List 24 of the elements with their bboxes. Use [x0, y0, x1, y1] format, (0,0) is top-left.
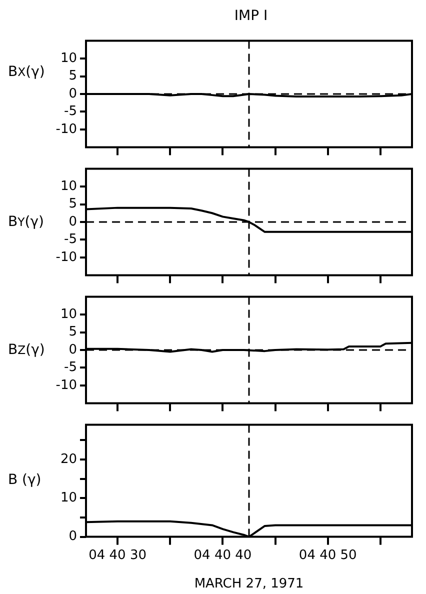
y-tick-label: 5: [68, 324, 77, 340]
y-tick-label: 0: [68, 214, 77, 230]
y-axis-title: B (γ): [8, 471, 42, 490]
y-tick-label: 0: [68, 529, 77, 544]
y-tick-label: -10: [56, 122, 77, 137]
y-tick-label: 20: [60, 452, 77, 467]
y-tick-label: -5: [64, 104, 77, 120]
y-tick-label: -5: [64, 360, 77, 376]
y-tick-label: 10: [60, 490, 77, 506]
y-tick-label: -10: [56, 378, 77, 393]
y-tick-label: 10: [60, 178, 77, 194]
x-axis-title: MARCH 27, 1971: [194, 576, 304, 592]
y-tick-label: 0: [68, 342, 77, 358]
y-tick-label: 10: [60, 50, 77, 66]
y-tick-label: 5: [68, 196, 77, 212]
y-tick-label: 0: [68, 86, 77, 102]
y-tick-label: 10: [60, 306, 77, 322]
x-tick-label: 04 40 50: [298, 548, 357, 563]
chart-title: IMP I: [233, 8, 269, 26]
y-tick-label: -10: [56, 250, 77, 265]
y-tick-label: 5: [68, 68, 77, 84]
x-tick-label: 04 40 30: [88, 548, 146, 563]
y-tick-label: -5: [64, 232, 77, 248]
x-tick-label: 04 40 40: [194, 548, 252, 563]
